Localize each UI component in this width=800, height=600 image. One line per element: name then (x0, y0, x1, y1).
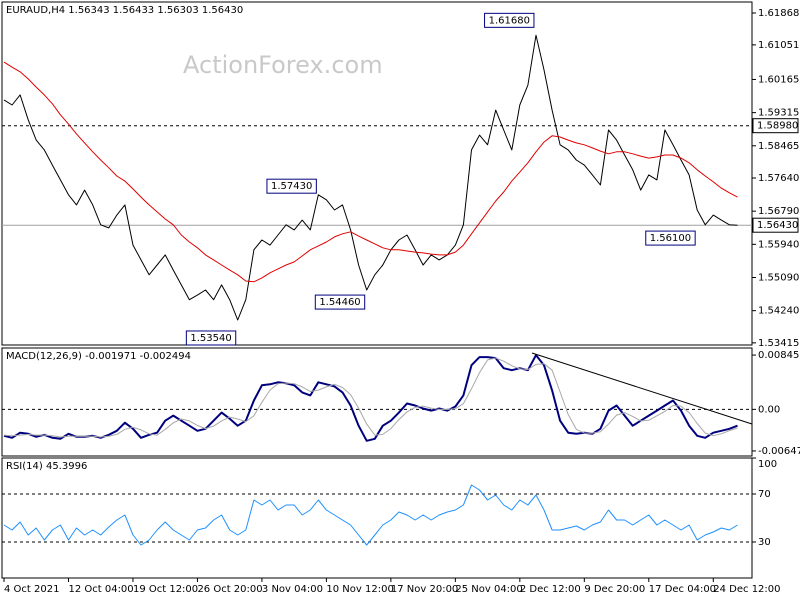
y-tick-label: 0.008452 (758, 350, 800, 361)
level-label-box (752, 217, 799, 233)
x-tick-label: 3 Nov 04:00 (262, 584, 323, 595)
watermark: ActionForex.com (183, 51, 383, 79)
y-tick-label: 1.61051 (758, 40, 799, 51)
annotation-label: 1.61680 (489, 15, 530, 26)
level-label: 1.56430 (757, 220, 798, 231)
x-tick-label: 24 Dec 12:00 (713, 584, 780, 595)
annotation-label: 1.57430 (271, 181, 312, 192)
annotation-box (185, 330, 237, 346)
series-line (3, 357, 738, 438)
x-tick-label: 17 Nov 20:00 (391, 584, 458, 595)
level-label: 1.58980 (757, 121, 798, 132)
annotation-box (484, 12, 535, 28)
annotation-label: 1.54460 (319, 297, 360, 308)
level-label-box (752, 118, 799, 134)
trend-line (531, 352, 753, 425)
panel-frame (1, 347, 753, 457)
y-tick-label: 70 (758, 489, 771, 500)
panel-frame (1, 1, 753, 346)
x-tick-label: 26 Oct 20:00 (197, 584, 262, 595)
y-tick-label: -0.006475 (758, 446, 800, 457)
panel-frame (1, 457, 753, 579)
series-line (3, 354, 738, 442)
annotation-label: 1.56100 (650, 233, 691, 244)
annotation-box (645, 230, 696, 246)
x-tick-label: 19 Oct 12:00 (133, 584, 198, 595)
y-tick-label: 100 (758, 459, 777, 470)
x-tick-label: 9 Dec 20:00 (584, 584, 645, 595)
series-line (3, 61, 738, 283)
x-tick-label: 2 Dec 12:00 (520, 584, 581, 595)
x-tick-label: 10 Nov 12:00 (326, 584, 393, 595)
annotation-box (266, 178, 317, 194)
x-tick-label: 12 Oct 04:00 (68, 584, 133, 595)
y-tick-label: 30 (758, 537, 771, 548)
annotation-label: 1.53540 (190, 333, 231, 344)
y-tick-label: 1.58465 (758, 141, 799, 152)
x-tick-label: 25 Nov 04:00 (455, 584, 522, 595)
y-tick-label: 1.55090 (758, 272, 799, 283)
panel-title: RSI(14) 45.3996 (6, 461, 87, 472)
x-tick-label: 4 Oct 2021 (4, 584, 59, 595)
y-tick-label: 1.60165 (758, 74, 799, 85)
y-tick-label: 1.55940 (758, 239, 799, 250)
series-line (3, 34, 738, 321)
series-line (3, 484, 738, 546)
y-tick-label: 1.61868 (758, 8, 799, 19)
y-tick-label: 1.56790 (758, 206, 799, 217)
x-tick-label: 17 Dec 04:00 (649, 584, 716, 595)
panel-title: EURAUD,H4 1.56343 1.56433 1.56303 1.5643… (6, 5, 243, 16)
panel-title: MACD(12,26,9) -0.001971 -0.002494 (6, 351, 191, 362)
y-tick-label: 1.53415 (758, 338, 799, 349)
y-tick-label: 1.57640 (758, 173, 799, 184)
y-tick-label: 1.54240 (758, 306, 799, 317)
y-tick-label: 1.59315 (758, 108, 799, 119)
y-tick-label: 0.00 (758, 404, 780, 415)
annotation-box (314, 294, 366, 310)
